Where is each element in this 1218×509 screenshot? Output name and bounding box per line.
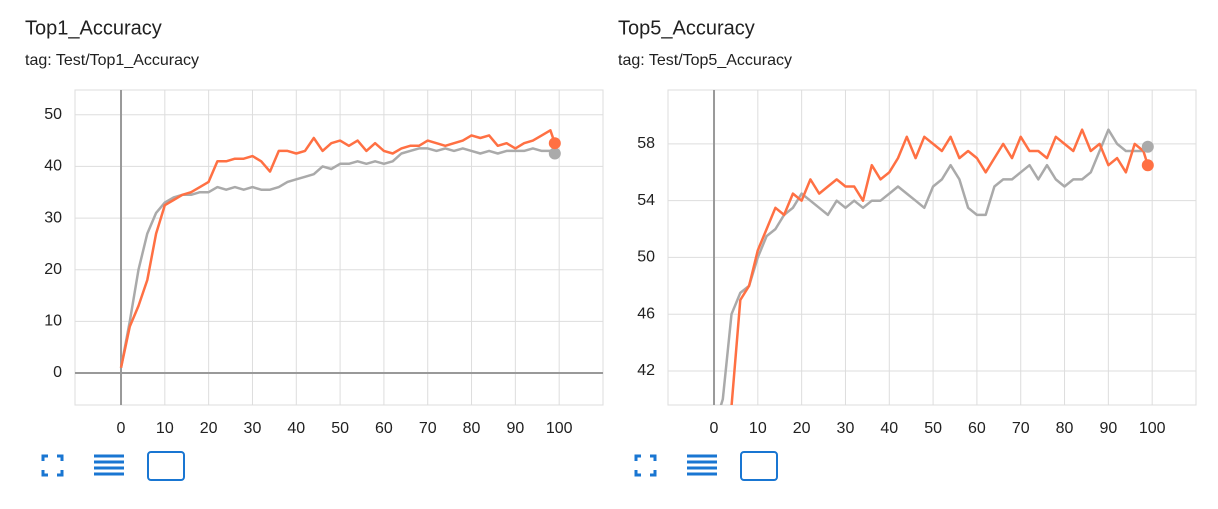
- chart-panel: Top1_Accuracy tag: Test/Top1_Accuracy 0 10 2…: [25, 17, 604, 437]
- x-tick-label: 100: [546, 420, 573, 437]
- x-tick-label: 60: [968, 420, 986, 437]
- chart-subtitle: tag: Test/Top1_Accuracy: [25, 52, 199, 69]
- x-tick-label: 80: [463, 420, 481, 437]
- x-tick-label: 90: [1099, 420, 1117, 437]
- fullscreen-icon[interactable]: [41, 454, 64, 477]
- x-tick-label: 80: [1056, 420, 1074, 437]
- plot-lines: [719, 128, 1149, 405]
- x-tick-label: 20: [793, 420, 811, 437]
- last-point: [548, 147, 561, 160]
- plot-lines: [119, 129, 556, 369]
- log-scale-icon[interactable]: [94, 454, 124, 476]
- y-tick-label: 0: [53, 364, 62, 381]
- chart-subtitle: tag: Test/Top5_Accuracy: [618, 52, 792, 69]
- last-point: [548, 137, 561, 150]
- last-point: [1141, 159, 1154, 172]
- x-tick-label: 30: [244, 420, 262, 437]
- y-tick-label: 30: [44, 209, 62, 226]
- plot-border: [74, 89, 604, 406]
- fit-domain-icon[interactable]: [740, 451, 778, 481]
- x-tick-label: 50: [331, 420, 349, 437]
- y-tick-label: 50: [44, 106, 62, 123]
- chart-panel: Top5_Accuracy tag: Test/Top5_Accuracy 42 46…: [618, 17, 1197, 437]
- chart-title: Top1_Accuracy: [25, 17, 162, 39]
- x-tick-label: 50: [924, 420, 942, 437]
- icons-left: [41, 451, 185, 481]
- last-point: [1141, 140, 1154, 153]
- x-tick-label: 70: [419, 420, 437, 437]
- y-tick-label: 10: [44, 313, 62, 330]
- y-tick-label: 42: [637, 362, 655, 379]
- x-tick-label: 0: [117, 420, 126, 437]
- fullscreen-icon[interactable]: [634, 454, 657, 477]
- fit-domain-icon[interactable]: [147, 451, 185, 481]
- y-tick-label: 54: [637, 192, 655, 209]
- x-tick-label: 20: [200, 420, 218, 437]
- x-tick-label: 100: [1139, 420, 1166, 437]
- x-tick-label: 40: [287, 420, 305, 437]
- log-scale-icon[interactable]: [687, 454, 717, 476]
- plot-border: [667, 89, 1197, 406]
- x-tick-label: 40: [880, 420, 898, 437]
- icons-right: [634, 451, 778, 481]
- y-tick-label: 40: [44, 158, 62, 175]
- chart-title: Top5_Accuracy: [618, 17, 755, 39]
- x-tick-label: 60: [375, 420, 393, 437]
- y-tick-label: 58: [637, 135, 655, 152]
- x-tick-label: 90: [506, 420, 524, 437]
- x-tick-label: 30: [837, 420, 855, 437]
- y-tick-label: 50: [637, 249, 655, 266]
- x-tick-label: 10: [749, 420, 767, 437]
- series-line: [119, 147, 556, 369]
- series-line: [119, 129, 556, 369]
- x-tick-label: 0: [710, 420, 719, 437]
- x-tick-label: 10: [156, 420, 174, 437]
- y-tick-label: 20: [44, 261, 62, 278]
- series-line: [719, 128, 1149, 405]
- series-line: [730, 128, 1149, 405]
- y-tick-label: 46: [637, 305, 655, 322]
- x-tick-label: 70: [1012, 420, 1030, 437]
